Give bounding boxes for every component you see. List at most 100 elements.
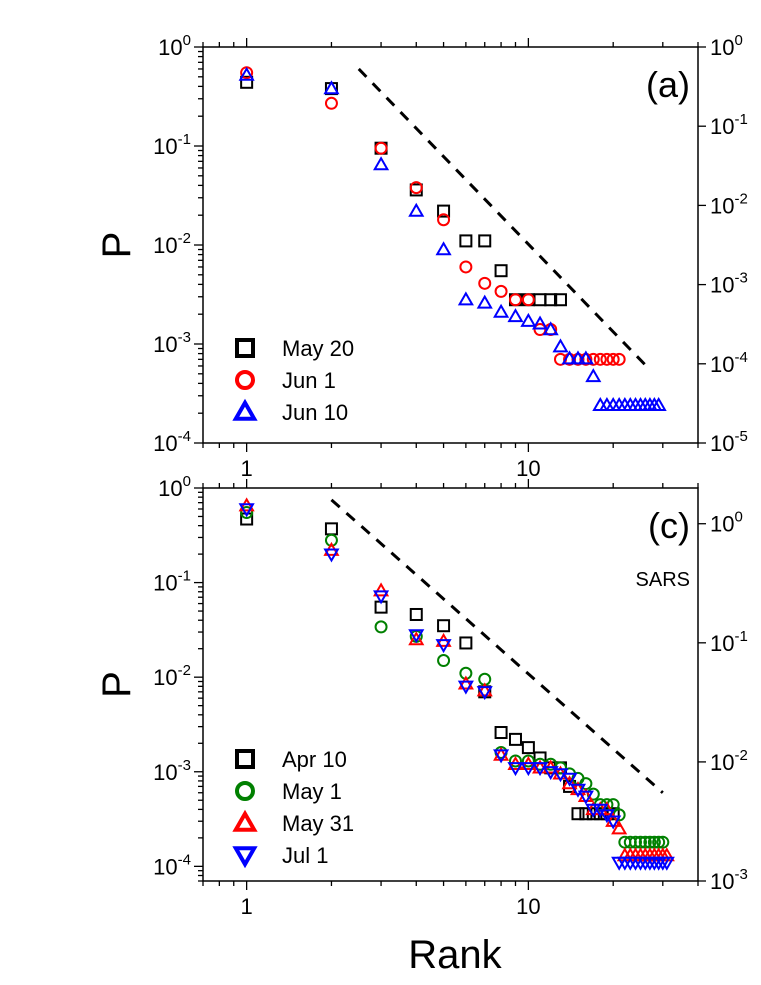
data-point (459, 636, 473, 650)
right-tick-label-exp: -1 (734, 111, 747, 128)
y-tick-label: 10-1 (153, 131, 191, 159)
data-point (508, 732, 522, 746)
data-point (561, 350, 578, 365)
x-tick-label: 1 (241, 456, 253, 481)
data-point (569, 350, 587, 365)
data-point (457, 680, 474, 695)
right-tick-label: 10-2 (710, 190, 748, 218)
right-tick-label-exp: 0 (734, 509, 742, 526)
data-point (240, 506, 254, 520)
data-point (437, 619, 451, 633)
legend-marker (235, 370, 255, 390)
data-point (593, 352, 607, 366)
x-tick-label: 1 (241, 894, 253, 919)
y-tick-label-exp: 0 (183, 32, 191, 49)
data-point (493, 749, 510, 764)
data-point (459, 260, 473, 274)
y-tick-label-exp: 0 (183, 473, 191, 490)
data-point (531, 762, 549, 777)
right-tick-label-exp: -2 (734, 747, 747, 764)
y-tick-label-base: 10 (153, 332, 177, 357)
y-tick-label-base: 10 (158, 476, 182, 501)
right-tick-label-exp: -1 (734, 628, 747, 645)
data-point (437, 204, 451, 218)
data-point (544, 293, 558, 307)
y-tick-label-base: 10 (153, 760, 177, 785)
legend-marker (232, 809, 258, 832)
y-tick-label: 10-4 (153, 851, 191, 879)
data-point (569, 783, 587, 798)
data-point (520, 762, 537, 777)
x-tick-label: 10 (516, 456, 540, 481)
legend-marker (235, 781, 255, 801)
data-point (476, 682, 493, 697)
data-point (476, 686, 493, 701)
series-may-31 (238, 497, 675, 862)
y-tick-label-base: 10 (153, 134, 177, 159)
data-point (373, 590, 390, 605)
y-tick-label: 10-1 (153, 568, 191, 596)
y-tick-label-base: 10 (158, 35, 182, 60)
data-point (585, 368, 602, 383)
right-tick-label: 10-5 (710, 428, 748, 456)
data-point (533, 293, 547, 307)
y-tick-label: 10-4 (153, 428, 191, 456)
data-point (521, 293, 535, 307)
y-tick-label-exp: -1 (178, 568, 191, 585)
legend-marker (232, 398, 258, 421)
legend-label: Jul 1 (282, 843, 328, 868)
y-tick-label-base: 10 (153, 571, 177, 596)
right-tick-label: 10-1 (710, 628, 748, 656)
right-tick-label-base: 10 (710, 114, 734, 139)
data-point (494, 726, 508, 740)
data-point (531, 315, 549, 330)
series-jun-10 (238, 66, 667, 412)
right-tick-label-exp: -3 (734, 866, 747, 883)
data-point (542, 321, 559, 336)
data-point (561, 772, 578, 787)
right-tick-label-exp: -2 (734, 190, 747, 207)
data-point (409, 181, 423, 195)
data-point (493, 303, 510, 318)
y-tick-label-base: 10 (153, 854, 177, 879)
data-point (605, 815, 622, 830)
legend-marker (232, 846, 258, 869)
y-tick-label: 100 (158, 473, 191, 501)
right-tick-label-base: 10 (710, 512, 734, 537)
panel-a: 1 1010-410-310-210-110010-510-410-310-210… (95, 32, 748, 481)
data-point (577, 350, 594, 365)
y-tick-label: 100 (158, 32, 191, 60)
data-point (600, 352, 614, 366)
data-point (508, 293, 522, 307)
data-point (507, 308, 524, 323)
y-tick-label-base: 10 (153, 233, 177, 258)
data-point (409, 607, 423, 621)
data-point (478, 276, 492, 290)
data-point (374, 620, 388, 634)
right-tick-label-base: 10 (710, 869, 734, 894)
data-point (408, 202, 425, 217)
right-tick-label: 100 (710, 32, 743, 60)
data-point (521, 741, 535, 755)
data-point (520, 312, 537, 327)
data-point (571, 807, 585, 821)
y-tick-label-exp: -3 (178, 757, 191, 774)
data-point (238, 66, 255, 81)
data-point (650, 397, 667, 412)
data-point (437, 654, 451, 668)
data-point (586, 352, 600, 366)
y-tick-label-exp: -1 (178, 131, 191, 148)
y-tick-label-exp: -4 (178, 428, 191, 445)
legend-marker (235, 338, 255, 358)
x-tick-label: 10 (516, 894, 540, 919)
data-point (408, 631, 425, 646)
right-tick-label-base: 10 (710, 631, 734, 656)
legend-label: Jun 1 (282, 368, 336, 393)
plot-frame (202, 487, 699, 882)
right-tick-label-base: 10 (710, 193, 734, 218)
data-point (658, 856, 675, 871)
right-tick-label-exp: -4 (734, 349, 747, 366)
right-tick-label: 10-2 (710, 747, 748, 775)
data-point (606, 352, 620, 366)
